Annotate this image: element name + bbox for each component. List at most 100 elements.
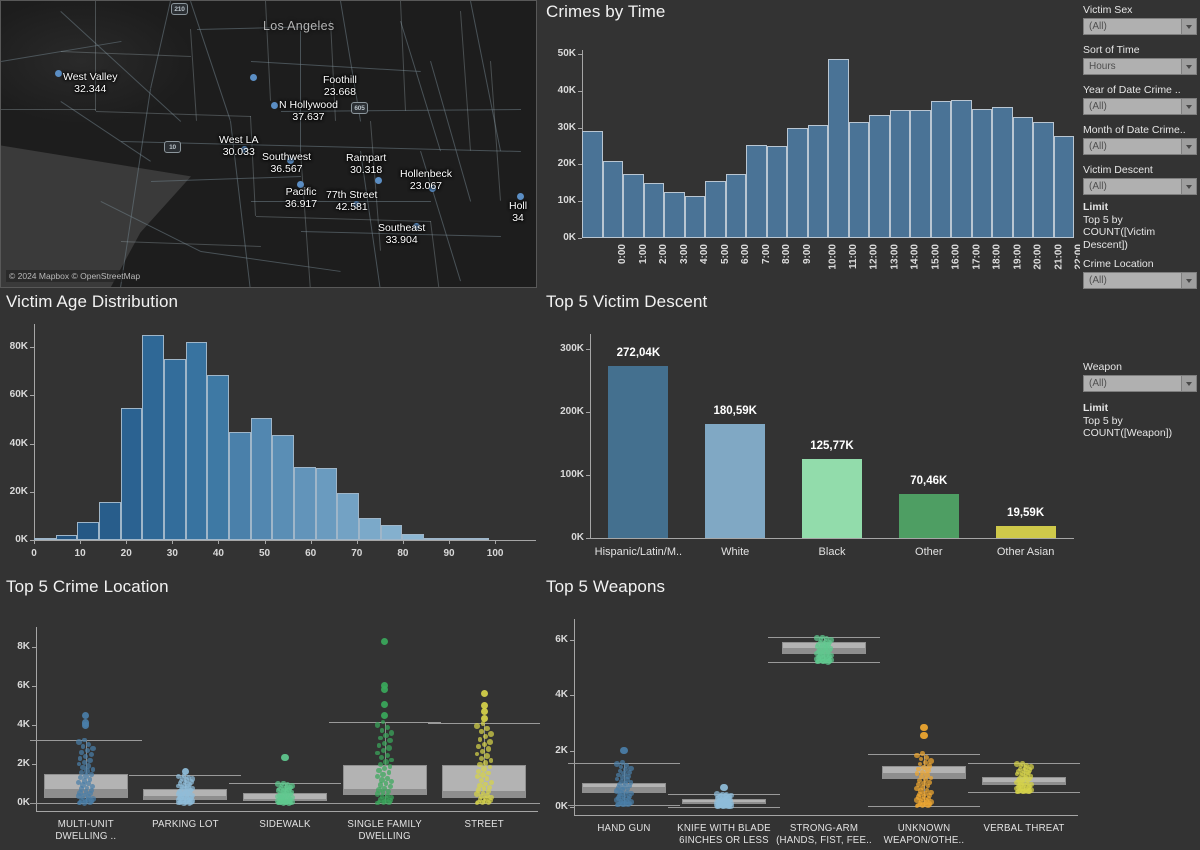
data-point[interactable] (279, 782, 285, 788)
outlier-point[interactable] (381, 638, 389, 646)
data-point[interactable] (1028, 787, 1034, 793)
data-point[interactable] (176, 783, 181, 789)
filter-crime-location-dropdown[interactable]: (All) (1083, 272, 1197, 289)
data-point[interactable] (177, 789, 183, 795)
data-point[interactable] (1024, 780, 1030, 786)
data-point[interactable] (619, 787, 626, 793)
data-point[interactable] (90, 784, 96, 790)
data-point[interactable] (487, 764, 493, 770)
bar-victim-age[interactable] (164, 359, 186, 540)
data-point[interactable] (724, 792, 730, 798)
data-point[interactable] (180, 775, 185, 781)
data-point[interactable] (380, 790, 386, 795)
data-point[interactable] (185, 774, 191, 780)
outlier-point[interactable] (480, 690, 488, 698)
data-point[interactable] (289, 795, 295, 801)
data-point[interactable] (927, 779, 932, 785)
data-point[interactable] (617, 782, 623, 788)
data-point[interactable] (289, 798, 295, 805)
data-point[interactable] (377, 782, 384, 788)
bar-crimes-by-time[interactable] (992, 106, 1013, 238)
bar-crimes-by-time[interactable] (664, 192, 685, 238)
data-point[interactable] (374, 791, 381, 797)
data-point[interactable] (388, 794, 395, 801)
filter-dropdown[interactable]: (All) (1083, 178, 1197, 195)
data-point[interactable] (1014, 771, 1020, 777)
outlier-point[interactable] (480, 701, 488, 709)
data-point[interactable] (1023, 782, 1028, 788)
data-point[interactable] (816, 641, 821, 647)
data-point[interactable] (621, 784, 627, 790)
data-point[interactable] (927, 792, 933, 798)
data-point[interactable] (485, 788, 491, 795)
data-point[interactable] (481, 741, 487, 747)
bar-victim-age[interactable] (315, 468, 338, 540)
data-point[interactable] (385, 775, 390, 781)
data-point[interactable] (275, 780, 281, 787)
data-point[interactable] (387, 797, 393, 804)
data-point[interactable] (83, 753, 89, 760)
map-marker-dot[interactable] (413, 223, 420, 230)
data-point[interactable] (627, 783, 632, 789)
data-point[interactable] (376, 767, 382, 774)
data-point[interactable] (914, 786, 920, 792)
data-point[interactable] (474, 774, 480, 780)
data-point[interactable] (184, 777, 190, 783)
data-point[interactable] (484, 753, 490, 759)
data-point[interactable] (486, 770, 491, 776)
filter-dropdown[interactable]: (All) (1083, 98, 1197, 115)
data-point[interactable] (484, 792, 490, 798)
data-point[interactable] (925, 795, 931, 801)
data-point[interactable] (920, 751, 925, 757)
data-point[interactable] (189, 798, 196, 805)
data-point[interactable] (190, 786, 195, 791)
bar-crimes-by-time[interactable] (1033, 122, 1054, 238)
data-point[interactable] (389, 757, 394, 763)
bar-victim-age[interactable] (445, 537, 468, 540)
data-point[interactable] (376, 787, 382, 793)
data-point[interactable] (289, 782, 295, 789)
data-point[interactable] (84, 747, 90, 754)
data-point[interactable] (379, 794, 385, 799)
chevron-down-icon[interactable] (1181, 376, 1196, 391)
data-point[interactable] (85, 763, 92, 769)
data-point[interactable] (76, 793, 82, 799)
map-canvas[interactable]: 210 605 10 West Valley 32.344 Foothill 23.668… (1, 1, 536, 287)
data-point[interactable] (289, 790, 295, 795)
data-point[interactable] (78, 786, 85, 792)
bar-crimes-by-time[interactable] (766, 145, 787, 238)
data-point[interactable] (285, 781, 291, 787)
data-point[interactable] (623, 792, 628, 798)
data-point[interactable] (482, 759, 489, 766)
chevron-down-icon[interactable] (1181, 139, 1196, 154)
data-point[interactable] (920, 769, 926, 775)
chevron-down-icon[interactable] (1181, 19, 1196, 34)
bar-victim-descent[interactable] (705, 424, 766, 538)
filter-dropdown[interactable]: Hours (1083, 58, 1197, 75)
data-point[interactable] (1024, 762, 1030, 768)
data-point[interactable] (614, 788, 620, 794)
data-point[interactable] (818, 637, 824, 642)
outlier-point[interactable] (381, 682, 389, 690)
data-point[interactable] (720, 791, 725, 797)
data-point[interactable] (487, 797, 493, 804)
data-point[interactable] (478, 755, 484, 761)
data-point[interactable] (1025, 778, 1031, 784)
data-point[interactable] (377, 761, 383, 767)
bar-crimes-by-time[interactable] (602, 161, 623, 238)
data-point[interactable] (925, 767, 931, 774)
data-point[interactable] (175, 773, 182, 780)
outlier-point[interactable] (281, 753, 289, 762)
data-point[interactable] (80, 765, 86, 771)
data-point[interactable] (928, 799, 934, 806)
map-marker-dot[interactable] (353, 201, 360, 208)
data-point[interactable] (88, 751, 95, 758)
data-point[interactable] (915, 782, 921, 788)
data-point[interactable] (474, 751, 480, 757)
data-point[interactable] (386, 788, 392, 794)
data-point[interactable] (477, 736, 483, 742)
data-point[interactable] (382, 798, 388, 804)
data-point[interactable] (181, 773, 187, 778)
bar-crimes-by-time[interactable] (910, 110, 931, 238)
data-point[interactable] (484, 776, 490, 781)
